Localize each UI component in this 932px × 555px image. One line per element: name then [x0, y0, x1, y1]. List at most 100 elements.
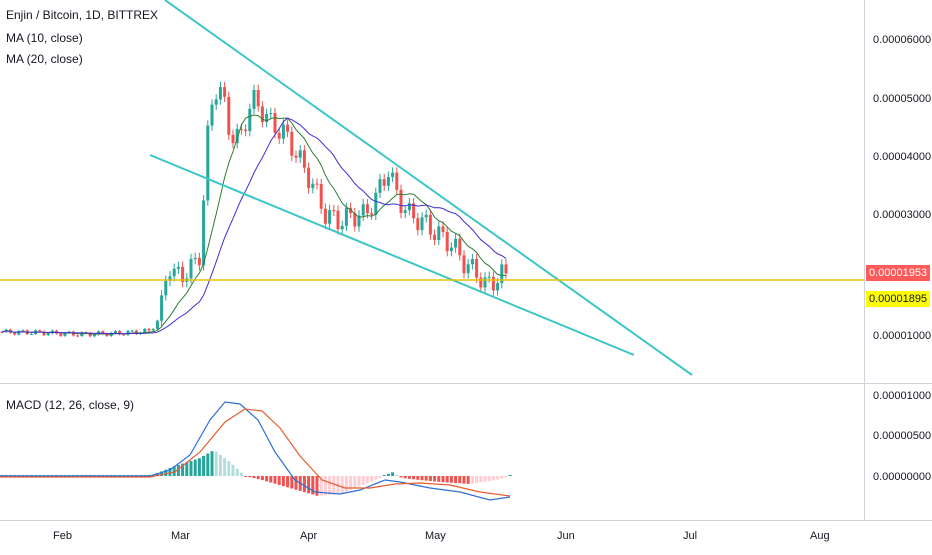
candle-body: [470, 259, 474, 265]
macd-histogram-bar: [428, 476, 432, 482]
macd-histogram-bar: [164, 469, 168, 476]
candle-body: [298, 150, 302, 158]
macd-histogram-bar: [311, 476, 315, 495]
time-tick: Jul: [683, 530, 698, 542]
candle-body: [378, 179, 382, 193]
price-tick: 0.00003000: [873, 209, 932, 221]
candle-body: [147, 328, 151, 331]
lower-trendline: [149, 154, 635, 356]
candle-body: [428, 214, 432, 235]
macd-histogram-bar: [189, 460, 193, 476]
macd-histogram-bar: [386, 473, 390, 476]
candle-body: [202, 200, 206, 266]
candle-body: [210, 104, 214, 126]
candle-body: [130, 330, 134, 332]
macd-histogram-bar: [416, 476, 420, 480]
macd-histogram-bar: [370, 476, 374, 482]
price-tick: 0.00004000: [873, 151, 932, 163]
macd-histogram-bar: [475, 476, 479, 484]
candle-body: [193, 257, 197, 260]
macd-histogram-bar: [286, 476, 290, 488]
candle-body: [416, 218, 420, 231]
upper-trendline: [164, 0, 693, 376]
macd-histogram-bar: [256, 476, 260, 480]
ma10-legend[interactable]: MA (10, close): [6, 31, 83, 45]
macd-histogram-bar: [244, 476, 248, 477]
macd-tick: 0.00000000: [873, 471, 932, 483]
macd-histogram-bar: [441, 476, 445, 483]
macd-histogram-bar: [332, 476, 336, 495]
macd-histogram-bar: [349, 476, 353, 490]
macd-histogram-bar: [328, 476, 332, 495]
candle-body: [294, 155, 298, 158]
signal-line: [0, 408, 511, 497]
macd-histogram-bar: [269, 476, 273, 483]
candle-body: [319, 183, 323, 209]
macd-histogram-bar: [403, 476, 407, 479]
macd-histogram-bar: [260, 476, 264, 481]
candle-body: [437, 226, 441, 240]
time-tick: Apr: [300, 530, 318, 542]
price-tick: 0.00006000: [873, 34, 932, 46]
candle-body: [424, 214, 428, 218]
macd-histogram-bar: [382, 475, 386, 476]
candle-body: [445, 231, 449, 252]
candle-body: [458, 238, 462, 256]
macd-histogram-bar: [319, 476, 323, 496]
macd-histogram-bar: [491, 476, 495, 481]
candle-body: [227, 96, 231, 135]
macd-histogram-bar: [197, 458, 201, 476]
candle-body: [59, 333, 63, 336]
ma20-legend[interactable]: MA (20, close): [6, 52, 83, 66]
macd-histogram-bar: [277, 476, 281, 485]
macd-histogram-bar: [235, 468, 239, 476]
macd-histogram-bar: [365, 476, 369, 484]
macd-tick: 0.00001000: [873, 390, 932, 402]
candle-body: [206, 125, 210, 201]
symbol-title[interactable]: Enjin / Bitcoin, 1D, BITTREX: [6, 8, 159, 22]
candle-body: [122, 334, 126, 336]
candle-body: [332, 210, 336, 212]
macd-histogram-bar: [483, 476, 487, 482]
candle-body: [466, 264, 470, 274]
candle-body: [223, 87, 227, 97]
candle-body: [172, 268, 176, 277]
candle-body: [361, 204, 365, 216]
macd-histogram-bar: [433, 476, 437, 482]
candle-body: [38, 330, 42, 332]
time-tick: Aug: [810, 530, 830, 542]
macd-histogram-bar: [273, 476, 277, 484]
macd-histogram-bar: [437, 476, 441, 482]
candle-body: [218, 87, 222, 100]
macd-histogram-bar: [202, 455, 206, 476]
macd-histogram-bar: [466, 476, 470, 484]
candle-body: [441, 226, 445, 232]
macd-histogram-bar: [391, 472, 395, 476]
candle-body: [374, 192, 378, 215]
candle-body: [0, 332, 4, 333]
trendlines-group[interactable]: [149, 0, 693, 376]
macd-histogram-bar: [193, 459, 197, 476]
candle-body: [244, 129, 248, 132]
candle-body: [302, 150, 306, 168]
candles-group: [0, 81, 508, 338]
macd-histogram-bar: [265, 476, 269, 482]
candle-body: [105, 333, 109, 336]
macd-histogram-bar: [281, 476, 285, 487]
candle-body: [386, 176, 390, 186]
macd-histogram-bar: [399, 476, 403, 478]
macd-histogram-bar: [378, 476, 382, 478]
time-tick: May: [425, 530, 446, 542]
macd-legend[interactable]: MACD (12, 26, close, 9): [6, 398, 135, 412]
macd-histogram-bar: [412, 476, 416, 480]
macd-histogram-bar: [307, 476, 311, 494]
macd-histogram-bar: [160, 471, 164, 476]
macd-histogram-bar: [470, 476, 474, 484]
candle-body: [235, 128, 239, 144]
candle-body: [17, 331, 21, 335]
macd-histogram-bar: [454, 476, 458, 484]
macd-histogram-bar: [353, 476, 357, 489]
macd-histogram-bar: [449, 476, 453, 483]
